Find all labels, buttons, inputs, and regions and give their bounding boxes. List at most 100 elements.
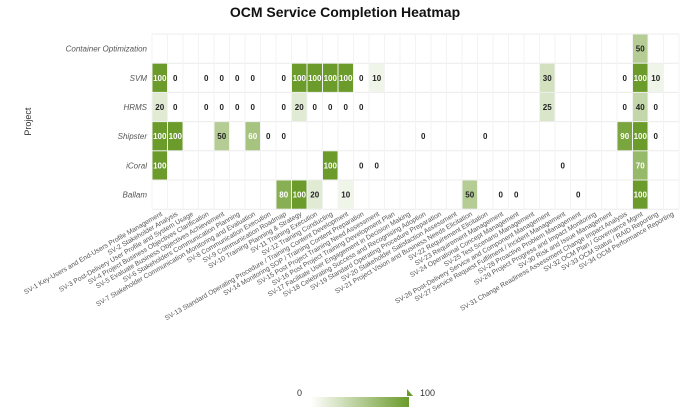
heatmap-cell[interactable] xyxy=(540,63,555,92)
cell-value-label: 0 xyxy=(654,132,659,141)
cell-value-label: 100 xyxy=(634,191,648,200)
cell-value-label: 0 xyxy=(328,103,333,112)
cell-value-label: 0 xyxy=(204,74,209,83)
heatmap-cell[interactable] xyxy=(307,63,323,92)
cell-value-label: 25 xyxy=(543,103,552,112)
heatmap-cell[interactable] xyxy=(307,180,323,209)
legend-max-label: 100 xyxy=(420,388,436,398)
cell-value-label: 0 xyxy=(235,74,240,83)
cell-value-label: 0 xyxy=(282,103,287,112)
cell-value-label: 0 xyxy=(220,103,225,112)
cell-value-label: 0 xyxy=(561,161,566,170)
cell-value-label: 0 xyxy=(623,74,628,83)
cell-value-label: 90 xyxy=(620,132,629,141)
y-tick-label: SVM xyxy=(130,74,148,83)
cell-value-label: 0 xyxy=(235,103,240,112)
cell-value-label: 0 xyxy=(282,132,287,141)
cell-value-label: 0 xyxy=(282,74,287,83)
cell-value-label: 100 xyxy=(324,74,338,83)
heatmap-cell[interactable] xyxy=(633,34,648,63)
y-axis-title: Project xyxy=(23,107,33,136)
cell-value-label: 100 xyxy=(293,74,307,83)
heatmap-cell[interactable] xyxy=(462,180,478,209)
heatmap-cell[interactable] xyxy=(338,63,354,92)
heatmap-cell[interactable] xyxy=(633,63,648,92)
heatmap-cell[interactable] xyxy=(633,122,648,151)
chart-title: OCM Service Completion Heatmap xyxy=(229,4,461,20)
cell-value-label: 20 xyxy=(155,103,164,112)
y-tick-label: HRMS xyxy=(123,103,147,112)
cell-value-label: 40 xyxy=(636,103,645,112)
cell-value-label: 100 xyxy=(153,74,167,83)
color-scale-legend[interactable] xyxy=(311,397,409,407)
heatmap-cell[interactable] xyxy=(633,92,648,122)
heatmap-cell[interactable] xyxy=(292,92,307,122)
cell-value-label: 100 xyxy=(308,74,322,83)
heatmap-cell[interactable] xyxy=(168,122,183,151)
cell-value-label: 0 xyxy=(654,103,659,112)
cell-value-label: 0 xyxy=(313,103,318,112)
cell-value-label: 0 xyxy=(173,74,178,83)
cell-value-label: 100 xyxy=(339,74,353,83)
cell-value-label: 50 xyxy=(636,45,645,54)
cell-value-label: 0 xyxy=(375,161,380,170)
cell-value-label: 10 xyxy=(651,74,660,83)
cell-value-label: 60 xyxy=(248,132,257,141)
cell-value-label: 0 xyxy=(359,161,364,170)
cell-value-label: 10 xyxy=(372,74,381,83)
cell-value-label: 0 xyxy=(359,103,364,112)
cell-value-label: 0 xyxy=(173,103,178,112)
cell-value-label: 0 xyxy=(266,132,271,141)
cell-value-label: 50 xyxy=(217,132,226,141)
cell-value-label: 80 xyxy=(279,191,288,200)
heatmap-cell[interactable] xyxy=(633,180,648,209)
heatmap-cell[interactable] xyxy=(245,122,261,151)
heatmap-cell[interactable] xyxy=(214,122,230,151)
y-tick-label: Shipster xyxy=(118,132,148,141)
cell-value-label: 0 xyxy=(421,132,426,141)
heatmap-cell[interactable] xyxy=(152,63,168,92)
cell-value-label: 0 xyxy=(251,103,256,112)
cell-value-label: 50 xyxy=(465,191,474,200)
cell-value-label: 100 xyxy=(153,132,167,141)
legend-slider-handle[interactable] xyxy=(407,389,413,396)
cell-value-label: 0 xyxy=(204,103,209,112)
heatmap-cell[interactable] xyxy=(152,122,168,151)
cell-value-label: 0 xyxy=(344,103,349,112)
cell-value-label: 100 xyxy=(293,191,307,200)
cell-value-label: 0 xyxy=(483,132,488,141)
cell-value-label: 70 xyxy=(636,161,645,170)
cell-value-label: 10 xyxy=(341,191,350,200)
y-tick-label: iCoral xyxy=(126,161,147,170)
cell-value-label: 0 xyxy=(576,191,581,200)
y-tick-label: Ballam xyxy=(123,191,148,200)
y-tick-label: Container Optimization xyxy=(66,45,148,54)
cell-value-label: 0 xyxy=(623,103,628,112)
heatmap-cell[interactable] xyxy=(152,151,168,180)
heatmap-cell[interactable] xyxy=(276,180,292,209)
cell-value-label: 20 xyxy=(295,103,304,112)
cell-value-label: 0 xyxy=(499,191,504,200)
cell-value-label: 0 xyxy=(359,74,364,83)
cell-value-label: 100 xyxy=(153,161,167,170)
cell-value-label: 0 xyxy=(220,74,225,83)
heatmap-cell[interactable] xyxy=(633,151,648,180)
heatmap-cell[interactable] xyxy=(292,63,307,92)
cell-value-label: 0 xyxy=(514,191,519,200)
heatmap-cell[interactable] xyxy=(648,63,664,92)
heatmap-cell[interactable] xyxy=(617,122,633,151)
heatmap-cell[interactable] xyxy=(292,180,307,209)
cell-value-label: 100 xyxy=(324,161,338,170)
heatmap-cell[interactable] xyxy=(323,151,338,180)
cell-value-label: 100 xyxy=(634,132,648,141)
heatmap-cell[interactable] xyxy=(323,63,338,92)
heatmap-cell[interactable] xyxy=(540,92,555,122)
cell-value-label: 0 xyxy=(251,74,256,83)
heatmap-cell[interactable] xyxy=(338,180,354,209)
cell-value-label: 100 xyxy=(169,132,183,141)
cell-value-label: 100 xyxy=(634,74,648,83)
heatmap-cell[interactable] xyxy=(369,63,385,92)
heatmap-cell[interactable] xyxy=(152,92,168,122)
cell-value-label: 20 xyxy=(310,191,319,200)
